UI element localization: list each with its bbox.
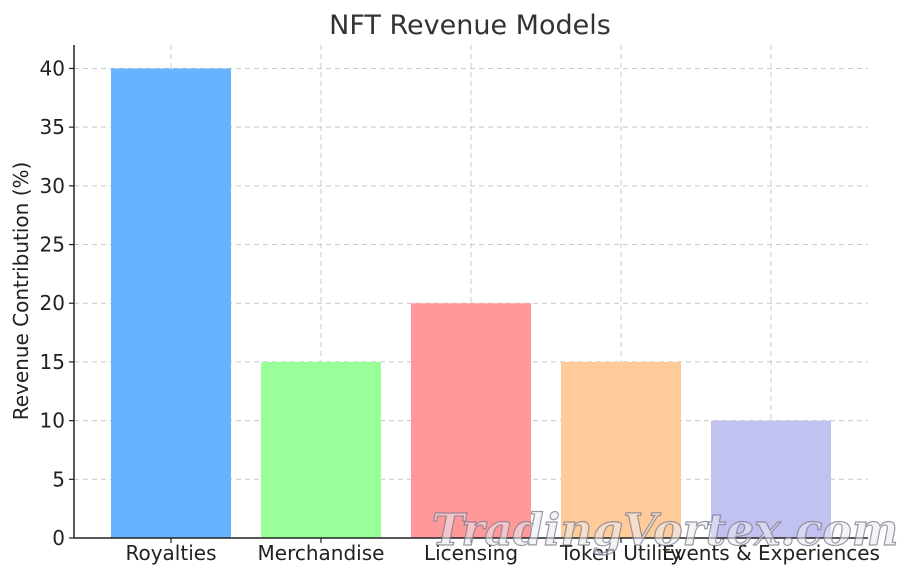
y-tick-label: 15 <box>40 350 65 374</box>
watermark-text: TradingVortex.com <box>432 505 899 556</box>
y-tick-label: 30 <box>40 174 65 198</box>
y-tick-label: 35 <box>40 115 65 139</box>
y-tick-label: 20 <box>40 291 65 315</box>
x-tick-label: Token Utility <box>559 541 682 565</box>
tick-labels: 0 5 10 15 20 25 30 35 40 Royalties Merchandise Lice… <box>40 56 880 565</box>
x-tick-label: Events & Experiences <box>662 541 880 565</box>
axes <box>69 45 868 543</box>
y-tick-label: 5 <box>52 467 65 491</box>
bar-licensing <box>411 303 531 538</box>
y-tick-label: 40 <box>40 56 65 80</box>
x-tick-label: Royalties <box>125 541 216 565</box>
bar-token-utility <box>561 361 681 538</box>
y-axis-label: Revenue Contribution (%) <box>9 162 33 421</box>
x-tick-label: Licensing <box>424 541 518 565</box>
bar-royalties <box>111 68 231 538</box>
chart-title: NFT Revenue Models <box>329 10 611 41</box>
x-tick-label: Merchandise <box>258 541 385 565</box>
y-tick-label: 10 <box>40 409 65 433</box>
y-tick-label: 25 <box>40 233 65 257</box>
bars <box>111 68 831 538</box>
y-tick-label: 0 <box>52 526 65 550</box>
bar-merchandise <box>261 361 381 538</box>
bar-events-experiences <box>711 420 831 538</box>
